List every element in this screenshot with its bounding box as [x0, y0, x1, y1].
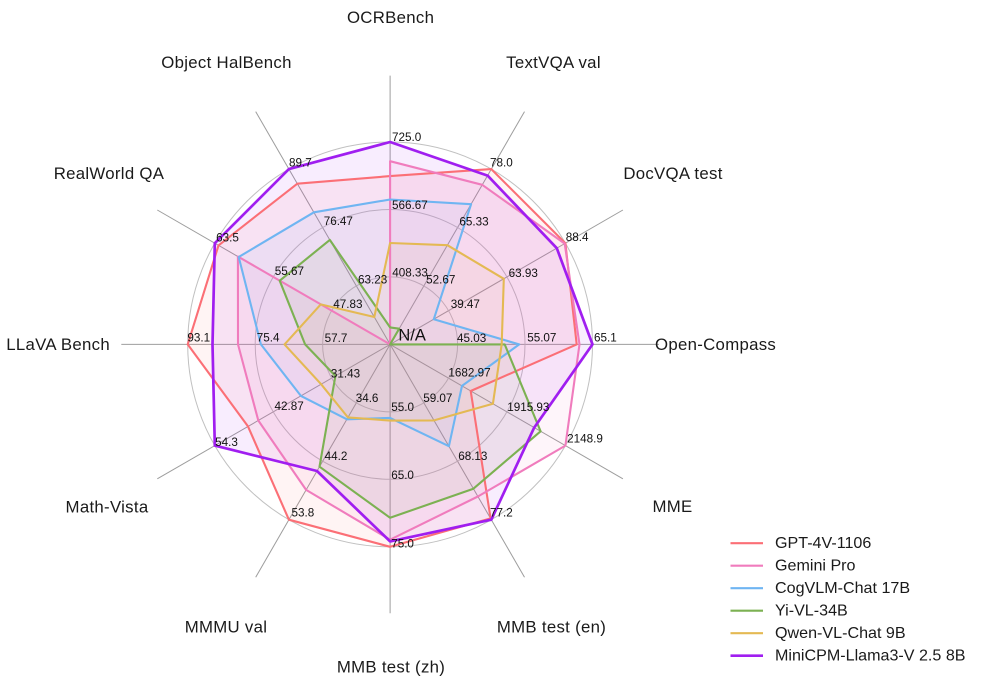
- svg-text:DocVQA test: DocVQA test: [623, 164, 722, 183]
- svg-text:65.0: 65.0: [391, 469, 414, 482]
- svg-text:42.87: 42.87: [275, 400, 304, 413]
- svg-text:LLaVA Bench: LLaVA Bench: [6, 335, 110, 354]
- svg-text:89.7: 89.7: [289, 157, 312, 170]
- svg-text:65.33: 65.33: [459, 215, 488, 228]
- svg-text:45.03: 45.03: [457, 332, 486, 345]
- svg-text:65.1: 65.1: [594, 332, 617, 345]
- svg-text:77.2: 77.2: [490, 507, 513, 520]
- svg-text:55.67: 55.67: [275, 265, 304, 278]
- svg-text:88.4: 88.4: [566, 231, 589, 244]
- svg-text:53.8: 53.8: [292, 507, 315, 520]
- svg-text:63.5: 63.5: [216, 231, 239, 244]
- svg-text:TextVQA val: TextVQA val: [506, 53, 601, 72]
- svg-text:725.0: 725.0: [392, 131, 422, 144]
- svg-text:59.07: 59.07: [423, 392, 452, 405]
- svg-text:MMMU val: MMMU val: [185, 618, 268, 637]
- svg-text:Gemini Pro: Gemini Pro: [775, 557, 856, 575]
- svg-text:OCRBench: OCRBench: [347, 8, 434, 27]
- svg-text:566.67: 566.67: [392, 199, 428, 212]
- svg-text:39.47: 39.47: [451, 298, 480, 311]
- svg-text:54.3: 54.3: [215, 436, 238, 449]
- svg-text:52.67: 52.67: [426, 273, 455, 286]
- svg-text:MMB test (zh): MMB test (zh): [337, 658, 445, 677]
- svg-text:44.2: 44.2: [325, 450, 348, 463]
- svg-text:Yi-VL-34B: Yi-VL-34B: [775, 602, 848, 620]
- svg-text:Math-Vista: Math-Vista: [66, 498, 149, 517]
- svg-text:MMB test (en): MMB test (en): [497, 618, 606, 637]
- svg-text:31.43: 31.43: [331, 367, 360, 380]
- svg-text:76.47: 76.47: [324, 215, 353, 228]
- svg-text:68.13: 68.13: [458, 450, 487, 463]
- svg-text:408.33: 408.33: [392, 266, 428, 279]
- svg-text:57.7: 57.7: [325, 332, 348, 345]
- svg-text:78.0: 78.0: [490, 156, 513, 169]
- svg-text:55.07: 55.07: [527, 332, 556, 345]
- svg-text:93.1: 93.1: [187, 332, 210, 345]
- svg-text:GPT-4V-1106: GPT-4V-1106: [775, 534, 871, 552]
- svg-text:75.4: 75.4: [257, 332, 280, 345]
- svg-text:34.6: 34.6: [356, 392, 379, 405]
- svg-text:75.0: 75.0: [391, 538, 414, 551]
- svg-text:63.93: 63.93: [509, 267, 538, 280]
- svg-text:RealWorld QA: RealWorld QA: [54, 164, 165, 183]
- svg-text:55.0: 55.0: [391, 401, 414, 414]
- svg-text:1682.97: 1682.97: [448, 366, 490, 379]
- svg-text:MME: MME: [652, 497, 692, 516]
- svg-text:Open-Compass: Open-Compass: [655, 335, 776, 354]
- svg-text:N/A: N/A: [398, 327, 426, 345]
- svg-text:CogVLM-Chat 17B: CogVLM-Chat 17B: [775, 579, 910, 597]
- svg-text:63.23: 63.23: [358, 273, 387, 286]
- svg-text:Qwen-VL-Chat 9B: Qwen-VL-Chat 9B: [775, 624, 906, 642]
- svg-text:1915.93: 1915.93: [507, 401, 549, 414]
- svg-text:47.83: 47.83: [333, 298, 362, 311]
- svg-text:2148.9: 2148.9: [567, 432, 603, 445]
- svg-text:MiniCPM-Llama3-V 2.5 8B: MiniCPM-Llama3-V 2.5 8B: [775, 647, 966, 665]
- svg-text:Object HalBench: Object HalBench: [161, 53, 291, 72]
